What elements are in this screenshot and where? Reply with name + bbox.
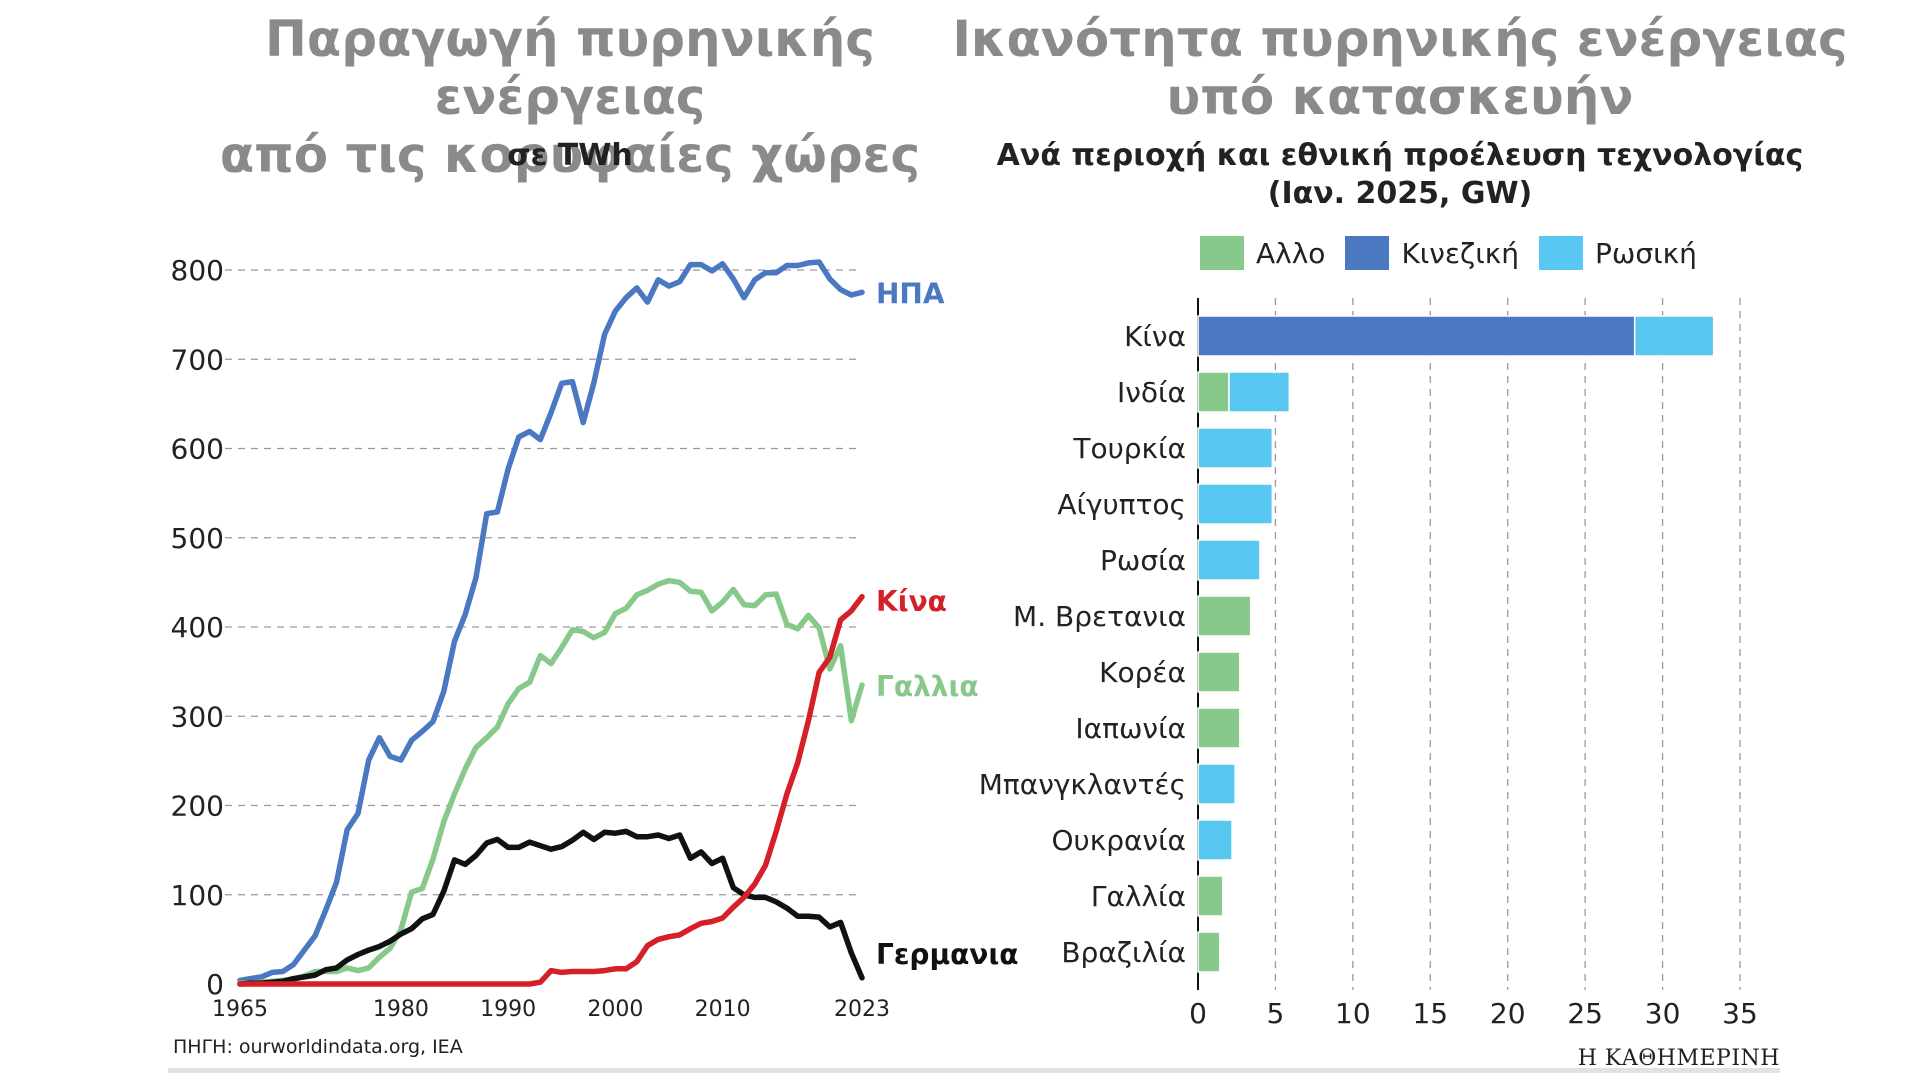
x-tick-label: 35 bbox=[1722, 997, 1758, 1030]
series-line-Γερμανια bbox=[237, 828, 865, 987]
legend-item-other: Αλλο bbox=[1200, 236, 1325, 270]
series-label: Γερμανια bbox=[876, 938, 1019, 971]
bar-segment bbox=[1197, 483, 1274, 525]
bar-segment bbox=[1197, 651, 1241, 693]
bar-segment bbox=[1197, 371, 1230, 413]
legend-item-russian: Ρωσική bbox=[1539, 236, 1697, 270]
category-label: Ρωσία bbox=[1100, 544, 1186, 577]
brand-logo-text: Η ΚΑΘΗΜΕΡΙΝΗ bbox=[1577, 1046, 1780, 1071]
x-tick-label: 5 bbox=[1267, 997, 1285, 1030]
x-tick-label: 20 bbox=[1490, 997, 1526, 1030]
legend-item-chinese: Κινεζική bbox=[1345, 236, 1519, 270]
category-label: Ουκρανία bbox=[1051, 824, 1186, 857]
x-tick-label: 2010 bbox=[695, 997, 751, 1022]
y-tick-label: 700 bbox=[171, 343, 224, 376]
bar-segment bbox=[1228, 371, 1291, 413]
left-chart-title: Παραγωγή πυρηνικής ενέργειας από τις κορ… bbox=[170, 10, 970, 184]
x-tick-label: 15 bbox=[1412, 997, 1448, 1030]
footer-rule bbox=[168, 1068, 1780, 1073]
y-tick-label: 400 bbox=[171, 611, 224, 644]
x-tick-label: 2023 bbox=[834, 997, 890, 1022]
bar-segment bbox=[1633, 315, 1715, 357]
right-subtitle-line1: Ανά περιοχή και εθνική προέλευση τεχνολο… bbox=[996, 138, 1804, 173]
y-tick-label: 800 bbox=[171, 254, 224, 287]
category-label: Κορέα bbox=[1099, 656, 1186, 689]
legend-swatch-chinese bbox=[1345, 236, 1390, 270]
legend-label-chinese: Κινεζική bbox=[1401, 236, 1520, 270]
category-label: Αίγυπτος bbox=[1057, 488, 1186, 521]
series-label: Κίνα bbox=[876, 585, 947, 618]
x-tick-label: 2000 bbox=[587, 997, 643, 1022]
y-tick-label: 100 bbox=[171, 879, 224, 912]
left-title-line2: από τις κορυφαίες χώρες bbox=[219, 126, 921, 184]
category-label: Ινδία bbox=[1117, 376, 1186, 409]
y-tick-label: 300 bbox=[171, 700, 224, 733]
bar-segment bbox=[1197, 539, 1261, 581]
bar-segment bbox=[1197, 763, 1236, 805]
source-note: ΠΗΓΗ: ourworldindata.org, IEA bbox=[173, 1036, 463, 1058]
bar-segment bbox=[1197, 819, 1233, 861]
y-tick-label: 600 bbox=[171, 433, 224, 466]
category-label: Μ. Βρετανια bbox=[1013, 600, 1186, 633]
bar-segment bbox=[1197, 875, 1224, 917]
bar-segment bbox=[1197, 595, 1252, 637]
category-label: Κίνα bbox=[1124, 320, 1186, 353]
series-label: ΗΠΑ bbox=[876, 277, 945, 310]
y-tick-label: 500 bbox=[171, 522, 224, 555]
category-label: Γαλλία bbox=[1091, 880, 1186, 913]
left-chart-unit: σε TWh bbox=[507, 138, 633, 173]
series-line-Κίνα bbox=[237, 593, 865, 987]
x-tick-label: 1965 bbox=[212, 997, 268, 1022]
category-label: Βραζιλία bbox=[1061, 936, 1186, 969]
bar-segment bbox=[1197, 427, 1274, 469]
right-title-line1: Ικανότητα πυρηνικής ενέργειας bbox=[952, 10, 1848, 68]
category-label: Μπανγκλαντές bbox=[979, 768, 1186, 801]
legend-label-russian: Ρωσική bbox=[1595, 236, 1697, 270]
bar-segment bbox=[1197, 931, 1221, 973]
series-line-Γαλλια bbox=[237, 577, 865, 986]
right-chart-subtitle: Ανά περιοχή και εθνική προέλευση τεχνολο… bbox=[950, 137, 1850, 213]
legend-label-other: Αλλο bbox=[1256, 236, 1326, 270]
bar-chart-legend: Αλλο Κινεζική Ρωσική bbox=[1200, 236, 1717, 270]
right-subtitle-line2: (Ιαν. 2025, GW) bbox=[1267, 176, 1533, 211]
bar-segment bbox=[1197, 707, 1241, 749]
left-title-line1: Παραγωγή πυρηνικής ενέργειας bbox=[265, 10, 875, 126]
legend-swatch-russian bbox=[1539, 236, 1584, 270]
y-tick-label: 0 bbox=[206, 968, 224, 1001]
x-tick-label: 0 bbox=[1189, 997, 1207, 1030]
right-chart-title: Ικανότητα πυρηνικής ενέργειας υπό κατασκ… bbox=[950, 10, 1850, 126]
category-label: Ιαπωνία bbox=[1075, 712, 1186, 745]
category-label: Τουρκία bbox=[1072, 432, 1186, 465]
bar-segment bbox=[1197, 315, 1636, 357]
x-tick-label: 30 bbox=[1645, 997, 1681, 1030]
legend-swatch-other bbox=[1200, 236, 1244, 270]
y-tick-label: 200 bbox=[171, 790, 224, 823]
x-tick-label: 10 bbox=[1335, 997, 1371, 1030]
x-tick-label: 1980 bbox=[373, 997, 429, 1022]
right-title-line2: υπό κατασκευήν bbox=[1166, 68, 1634, 126]
x-tick-label: 1990 bbox=[480, 997, 536, 1022]
series-label: Γαλλια bbox=[876, 670, 979, 703]
x-tick-label: 25 bbox=[1567, 997, 1603, 1030]
series-line-ΗΠΑ bbox=[237, 259, 865, 984]
